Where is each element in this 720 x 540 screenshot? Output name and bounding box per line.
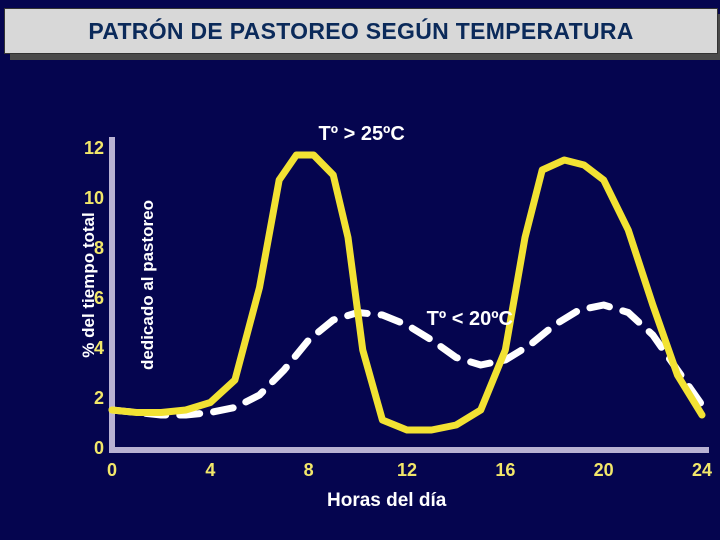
x-tick: 24 bbox=[687, 460, 717, 481]
y-tick: 8 bbox=[74, 238, 104, 259]
y-tick: 6 bbox=[74, 288, 104, 309]
annotation-hot: Tº > 25ºC bbox=[319, 123, 405, 146]
y-tick: 2 bbox=[74, 388, 104, 409]
x-tick: 12 bbox=[392, 460, 422, 481]
x-tick: 16 bbox=[490, 460, 520, 481]
y-tick: 12 bbox=[74, 138, 104, 159]
x-axis-label: Horas del día bbox=[327, 490, 446, 512]
chart-plot bbox=[0, 0, 720, 540]
y-tick: 10 bbox=[74, 188, 104, 209]
x-tick: 8 bbox=[294, 460, 324, 481]
slide-root: PATRÓN DE PASTOREO SEGÚN TEMPERATURA % d… bbox=[0, 0, 720, 540]
x-tick: 4 bbox=[195, 460, 225, 481]
x-tick: 0 bbox=[97, 460, 127, 481]
x-tick: 20 bbox=[589, 460, 619, 481]
y-tick: 0 bbox=[74, 438, 104, 459]
y-tick: 4 bbox=[74, 338, 104, 359]
annotation-cold: Tº < 20ºC bbox=[427, 308, 513, 331]
